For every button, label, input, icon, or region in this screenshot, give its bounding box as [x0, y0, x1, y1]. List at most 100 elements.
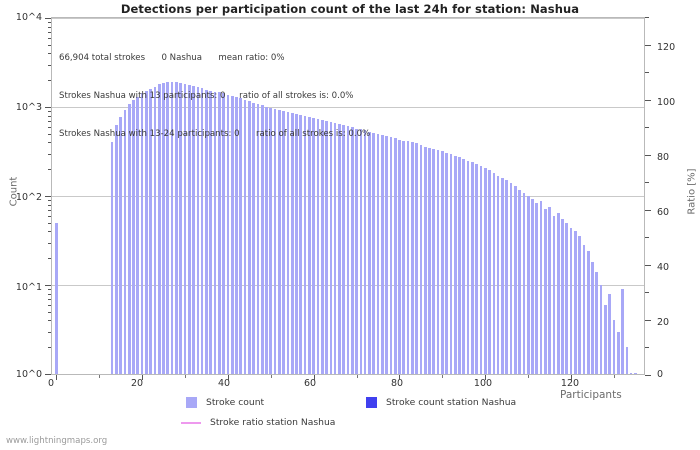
- bar-participants-45: [248, 101, 251, 374]
- bar-participants-56: [295, 114, 298, 374]
- bar-participants-99: [479, 165, 483, 374]
- bar-participants-86: [423, 146, 427, 374]
- y-tick-mark-left-7000: [48, 32, 51, 33]
- legend-label-stroke-count-station: Stroke count station Nashua: [386, 397, 517, 408]
- y-tick-mark-left-20: [48, 258, 51, 259]
- y-tick-mark-left-2000: [48, 80, 51, 81]
- bar-participants-44: [243, 99, 247, 374]
- legend-swatch-stroke-count: [186, 397, 197, 408]
- x-tick-mark-120: [571, 375, 572, 380]
- bar-participants-92: [449, 154, 453, 374]
- y-tick-mark-left-5: [48, 312, 51, 313]
- info-line-totals: 66,904 total strokes 0 Nashua mean ratio…: [59, 53, 285, 64]
- y-tick-mark-left-80: [48, 205, 51, 206]
- bar-participants-66: [338, 124, 341, 374]
- y-tick-mark-left-30: [48, 243, 51, 244]
- bar-participants-25: [162, 82, 165, 374]
- y-tick-mark-left-700: [48, 121, 51, 122]
- bar-participants-112: [535, 202, 539, 374]
- x-tick-mark-80: [399, 375, 400, 380]
- bar-participants-46: [252, 102, 255, 374]
- bars-layer: [52, 18, 644, 374]
- y-tick-left-10e0: 10^0: [15, 369, 42, 380]
- bar-participants-17: [127, 104, 131, 374]
- y-tick-right-20: 20: [657, 317, 670, 328]
- bar-participants-22: [149, 88, 152, 374]
- y-tick-left-10e4: 10^4: [15, 12, 42, 23]
- y-tick-mark-right-30: [645, 292, 649, 293]
- bar-participants-54: [286, 111, 290, 374]
- bar-participants-113: [539, 200, 543, 374]
- y-tick-mark-left-10: [45, 285, 51, 286]
- x-tick-60: 60: [303, 378, 317, 389]
- info-line-13: Strokes Nashua with 13 participants: 0 r…: [59, 90, 354, 101]
- y-axis-left: 10^4 10^3 10^2 10^1 10^0 Count: [0, 0, 49, 450]
- legend-swatch-stroke-count-station: [366, 397, 377, 408]
- y-tick-mark-right-100: [645, 100, 651, 101]
- y-tick-mark-left-7: [48, 299, 51, 300]
- x-tick-mark-50: [271, 375, 272, 378]
- bar-participants-63: [325, 121, 328, 374]
- legend-item-stroke-count-station[interactable]: Stroke count station Nashua: [366, 397, 516, 408]
- bar-participants-68: [346, 126, 350, 374]
- bar-participants-50: [269, 107, 273, 374]
- y-tick-mark-left-3: [48, 332, 51, 333]
- legend-label-stroke-ratio-station: Stroke ratio station Nashua: [210, 417, 336, 428]
- gridline-10e4: [52, 18, 644, 19]
- bar-participants-125: [591, 262, 594, 374]
- legend-item-stroke-count[interactable]: Stroke count: [186, 397, 264, 408]
- bar-participants-43: [239, 98, 243, 374]
- x-tick-mark-40: [228, 375, 229, 380]
- bar-participants-87: [428, 147, 431, 374]
- bar-participants-72: [363, 130, 367, 374]
- bar-participants-127: [599, 285, 603, 374]
- y-tick-mark-left-40: [48, 231, 51, 232]
- bar-participants-115: [548, 206, 551, 374]
- bar-participants-80: [398, 139, 401, 374]
- x-tick-mark-60: [314, 375, 315, 380]
- bar-participants-129: [608, 293, 611, 374]
- y-tick-mark-left-900: [48, 111, 51, 112]
- bar-participants-16: [123, 109, 127, 374]
- y-tick-right-120: 120: [657, 42, 676, 53]
- y-tick-mark-right-90: [645, 127, 649, 128]
- y-tick-mark-left-100: [45, 196, 51, 197]
- bar-participants-75: [376, 133, 380, 374]
- bar-participants-26: [166, 81, 170, 374]
- y-tick-mark-right-50: [645, 237, 649, 238]
- y-tick-left-10e2: 10^2: [15, 192, 42, 203]
- bar-participants-96: [466, 160, 470, 374]
- bar-participants-62: [320, 120, 324, 374]
- bar-participants-13: [110, 142, 114, 374]
- legend-item-stroke-ratio-station[interactable]: Stroke ratio station Nashua: [181, 417, 335, 428]
- y-tick-mark-left-5000: [48, 45, 51, 46]
- x-tick-mark-20: [142, 375, 143, 380]
- y-tick-mark-right-70: [645, 182, 649, 183]
- bar-participants-20: [140, 93, 144, 374]
- bar-participants-52: [278, 109, 281, 374]
- y-tick-mark-left-60: [48, 216, 51, 217]
- y-tick-right-40: 40: [657, 262, 670, 273]
- legend-line-stroke-ratio-station: [181, 421, 201, 424]
- bar-participants-88: [432, 148, 436, 374]
- y-tick-right-0: 0: [657, 369, 664, 380]
- bar-participants-14: [115, 125, 118, 374]
- y-tick-mark-left-8: [48, 294, 51, 295]
- y-tick-right-80: 80: [657, 152, 670, 163]
- bar-participants-40: [226, 94, 230, 374]
- y-tick-mark-right-110: [645, 72, 649, 73]
- bar-participants-27: [170, 81, 174, 374]
- x-tick-mark-10: [99, 375, 100, 378]
- y-tick-right-100: 100: [657, 97, 676, 108]
- bar-participants-65: [333, 123, 337, 374]
- y-tick-mark-right-10: [645, 347, 649, 348]
- bar-participants-128: [604, 304, 607, 374]
- bar-participants-109: [522, 193, 526, 374]
- bar-participants-21: [145, 91, 148, 374]
- bar-participants-37: [213, 91, 217, 374]
- bar-participants-123: [582, 245, 586, 374]
- bar-participants-90: [441, 151, 444, 374]
- bar-participants-73: [368, 131, 371, 374]
- bar-participants-32: [192, 85, 195, 374]
- bar-participants-78: [389, 137, 393, 374]
